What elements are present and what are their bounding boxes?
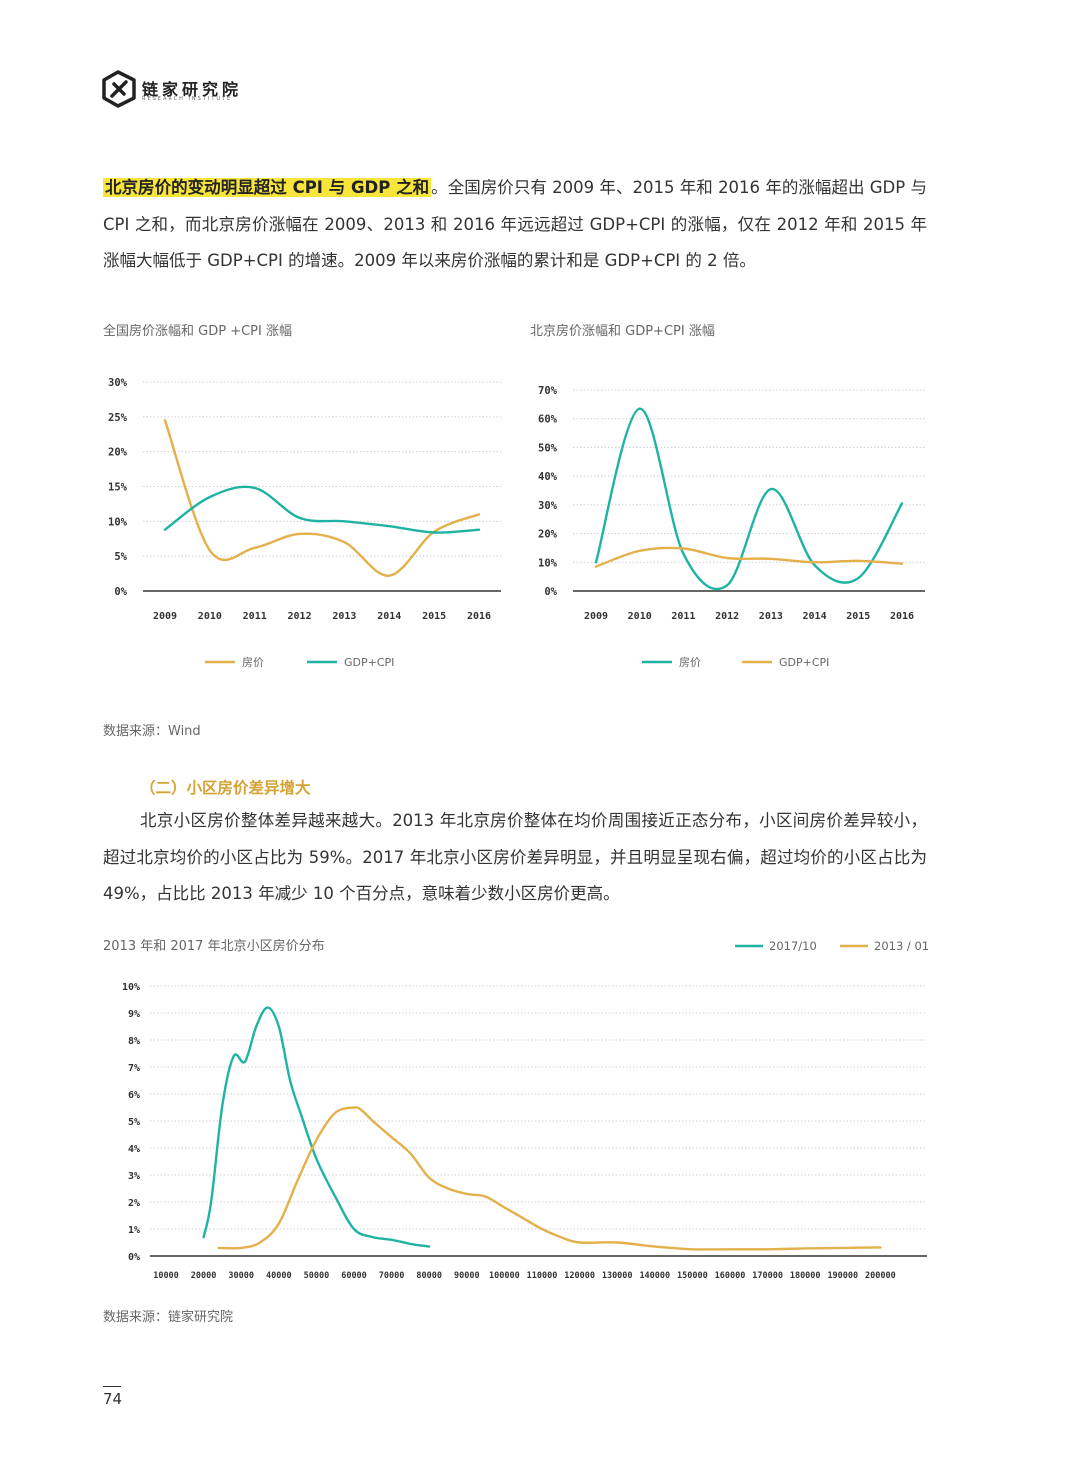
x-tick-label: 30000 [228, 1271, 254, 1281]
price-distribution-chart: 0% 1% 2% 3% 4% 5% 6% 7% 8% 9% 10% 10000 20000 30000 40… [122, 939, 929, 1281]
y-tick-label: 7% [128, 1063, 140, 1074]
y-tick-label: 30% [538, 500, 558, 512]
series-line-b [163, 485, 481, 534]
chart2-title: 北京房价涨幅和 GDP+CPI 涨幅 [530, 324, 715, 339]
x-tick-label: 2014 [377, 611, 401, 622]
x-tick-label: 80000 [416, 1271, 442, 1281]
y-tick-label: 40% [538, 471, 558, 483]
source-note-2: 数据来源：链家研究院 [103, 1310, 234, 1325]
y-tick-label: 10% [108, 516, 128, 528]
y-tick-label: 6% [128, 1090, 140, 1101]
y-tick-label: 20% [108, 447, 128, 459]
x-tick-label: 200000 [865, 1271, 896, 1281]
x-tick-label: 2009 [153, 611, 177, 622]
legend-label: GDP+CPI [344, 656, 394, 669]
y-tick-label: 10% [122, 982, 140, 993]
x-tick-label: 110000 [527, 1271, 558, 1281]
chart1-title: 全国房价涨幅和 GDP +CPI 涨幅 [103, 324, 292, 339]
y-tick-label: 50% [538, 442, 558, 454]
hexagon-leaf-logo-icon [102, 70, 136, 108]
x-tick-label: 100000 [489, 1271, 520, 1281]
x-tick-label: 20000 [191, 1271, 217, 1281]
x-tick-label: 180000 [790, 1271, 821, 1281]
y-tick-label: 30% [108, 377, 128, 389]
series-line-a [594, 407, 904, 591]
national-price-chart: 0% 5% 10% 15% 20% 25% 30% 2009 2010 2011 2012 2013 2… [108, 377, 501, 669]
x-tick-label: 2011 [671, 611, 695, 622]
legend-label: 房价 [242, 656, 264, 669]
y-tick-label: 2% [128, 1198, 140, 1209]
x-tick-label: 60000 [341, 1271, 367, 1281]
series-line-b [594, 546, 904, 568]
x-tick-label: 190000 [827, 1271, 858, 1281]
x-tick-label: 90000 [454, 1271, 480, 1281]
x-tick-label: 2016 [890, 611, 914, 622]
x-tick-label: 2013 [332, 611, 356, 622]
y-tick-label: 0% [114, 586, 127, 598]
y-tick-label: 10% [538, 557, 558, 569]
intro-paragraph: 北京房价的变动明显超过 CPI 与 GDP 之和 。全国房价只有 2009 年、2… [103, 170, 927, 280]
legend-label: 房价 [679, 656, 701, 669]
series-line-a [202, 1006, 431, 1248]
beijing-price-chart: 0% 10% 20% 30% 40% 50% 60% 70% 2009 2010 2011 2012 2… [538, 385, 925, 669]
series-line-a [163, 419, 481, 577]
x-tick-label: 2010 [198, 611, 222, 622]
logo-text: 链家研究院 [142, 80, 243, 99]
x-tick-label: 120000 [564, 1271, 595, 1281]
y-tick-label: 4% [128, 1144, 140, 1155]
y-tick-label: 5% [114, 551, 127, 563]
x-tick-label: 2012 [288, 611, 312, 622]
logo-subtitle: RESEARCH INSTITUTE [142, 96, 233, 102]
y-tick-label: 1% [128, 1225, 140, 1236]
legend-label: 2013 / 01 [874, 939, 929, 953]
x-tick-label: 2014 [803, 611, 827, 622]
x-tick-label: 2015 [846, 611, 870, 622]
x-tick-label: 130000 [602, 1271, 633, 1281]
highlighted-phrase: 北京房价的变动明显超过 CPI 与 GDP 之和 [103, 178, 432, 197]
x-tick-label: 2016 [467, 611, 491, 622]
y-tick-label: 60% [538, 414, 558, 426]
y-tick-label: 9% [128, 1009, 140, 1020]
x-tick-label: 2012 [715, 611, 739, 622]
x-tick-label: 170000 [752, 1271, 783, 1281]
x-tick-label: 150000 [677, 1271, 708, 1281]
page-number: 74 [103, 1390, 123, 1408]
intro-paragraph-rest: 。全国房价只有 2009 年、2015 年和 2016 年的涨幅超出 GDP 与… [103, 178, 927, 270]
source-note-1: 数据来源：Wind [103, 724, 201, 739]
y-tick-label: 8% [128, 1036, 140, 1047]
section-title: （二）小区房价差异增大 [140, 779, 311, 797]
legend-label: 2017/10 [769, 939, 817, 953]
page-number-rule [103, 1386, 121, 1387]
legend-label: GDP+CPI [779, 656, 829, 669]
x-tick-label: 2010 [628, 611, 652, 622]
x-tick-label: 70000 [379, 1271, 405, 1281]
y-tick-label: 0% [544, 586, 557, 598]
x-tick-label: 2011 [243, 611, 267, 622]
x-tick-label: 2015 [422, 611, 446, 622]
y-tick-label: 70% [538, 385, 558, 397]
x-tick-label: 2009 [584, 611, 608, 622]
x-tick-label: 50000 [304, 1271, 330, 1281]
x-tick-label: 2013 [759, 611, 783, 622]
y-tick-label: 15% [108, 482, 128, 494]
chart3-title: 2013 年和 2017 年北京小区房价分布 [103, 939, 325, 954]
y-tick-label: 20% [538, 529, 558, 541]
y-tick-label: 25% [108, 412, 128, 424]
y-tick-label: 0% [128, 1252, 140, 1263]
x-tick-label: 10000 [153, 1271, 179, 1281]
section-paragraph: 北京小区房价整体差异越来越大。2013 年北京房价整体在均价周围接近正态分布，小… [103, 811, 927, 903]
x-tick-label: 160000 [715, 1271, 746, 1281]
y-tick-label: 5% [128, 1117, 140, 1128]
y-tick-label: 3% [128, 1171, 140, 1182]
x-tick-label: 140000 [639, 1271, 670, 1281]
x-tick-label: 40000 [266, 1271, 292, 1281]
series-line-b [217, 1106, 882, 1251]
